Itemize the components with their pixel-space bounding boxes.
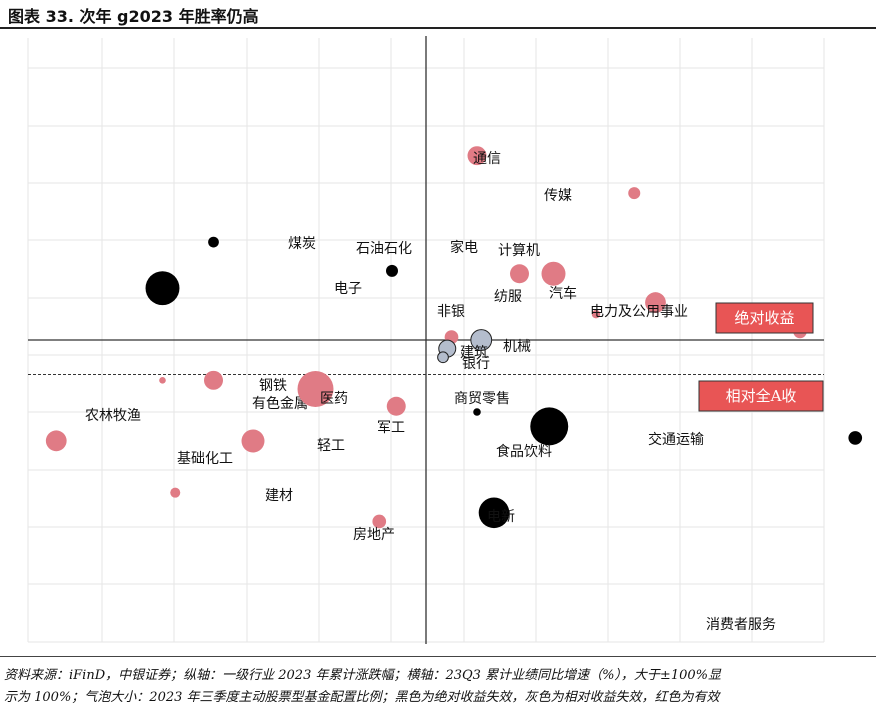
point-label: 商贸零售 xyxy=(454,391,510,407)
point-label: 汽车 xyxy=(549,285,577,302)
point-汽车 xyxy=(645,292,666,313)
point-军工 xyxy=(386,396,406,416)
point-label: 房地产 xyxy=(353,527,395,543)
point-家电 xyxy=(510,264,529,284)
point-轻工 xyxy=(45,430,67,452)
point-电子 xyxy=(145,271,180,306)
point-label: 基础化工 xyxy=(177,450,233,467)
point-医药 xyxy=(297,370,334,407)
point-label: 石油石化 xyxy=(356,241,412,257)
chart-title: 图表 33. 次年 g2023 年胜率仍高 xyxy=(8,7,259,26)
point-label: 建筑 xyxy=(460,345,488,361)
point-label: 煤炭 xyxy=(288,236,316,252)
scatter-chart: 通信传媒煤炭 石油石化 家电 计算机电子纺服 汽车电力及公用事业 非银建筑 机械银行钢铁有色… xyxy=(27,36,863,644)
point-label: 计算机 xyxy=(498,243,540,259)
point-label: 军工 xyxy=(377,420,405,436)
point-通信 xyxy=(467,146,487,166)
point-label: 消费者服务 xyxy=(706,617,776,633)
point-计算机 xyxy=(541,261,566,286)
point-label: 农林牧渔 xyxy=(85,408,141,424)
point-label: 钢铁 xyxy=(259,378,287,394)
point-label: 电子 xyxy=(334,281,362,297)
footnote-line-1: 资料来源：iFinD，中银证券；纵轴：一级行业 2023 年累计涨跌幅；横轴：2… xyxy=(4,668,721,683)
point-钢铁 xyxy=(159,377,166,384)
point-label: 食品饮料 xyxy=(496,443,552,460)
point-银行 xyxy=(437,351,449,364)
point-石油石化 xyxy=(386,264,398,277)
point-label: 传媒 xyxy=(544,188,572,204)
footnote-line-2: 示为 100%；气泡大小：2023 年三季度主动股票型基金配置比例；黑色为绝对收… xyxy=(4,690,720,705)
point-纺服 xyxy=(591,309,601,319)
point-建材 xyxy=(170,487,181,498)
point-电新 xyxy=(478,497,510,529)
point-label: 建材 xyxy=(265,488,293,504)
legend-absolute-return-label: 绝对收益 xyxy=(734,309,794,327)
point-label: 银行 xyxy=(462,356,490,372)
legend-relative-all-a-box xyxy=(698,380,824,412)
point-房地产 xyxy=(372,514,387,529)
point-建筑 xyxy=(470,329,493,351)
point-交通运输 xyxy=(848,431,863,445)
title-divider xyxy=(0,27,876,29)
legend-absolute-return-box xyxy=(715,302,814,334)
point-label: 交通运输 xyxy=(648,431,704,448)
point-label: 轻工 xyxy=(317,438,345,454)
point-传媒 xyxy=(628,187,641,200)
point-label: 医药 xyxy=(320,391,348,407)
point-基础化工 xyxy=(241,429,265,453)
point-label: 通信 xyxy=(473,151,501,167)
point-label: 电力及公用事业 xyxy=(590,304,688,320)
point-label: 非银 xyxy=(437,304,465,320)
point-label: 家电 xyxy=(450,239,478,256)
point-煤炭 xyxy=(208,236,219,248)
point-食品饮料 xyxy=(530,407,569,446)
point-label: 电新 xyxy=(487,509,515,525)
point-商贸零售 xyxy=(473,408,481,416)
legend-relative-all-a-label: 相对全A收 xyxy=(726,387,797,405)
footer-divider xyxy=(0,656,876,657)
point-有色金属 xyxy=(204,370,223,390)
point-label: 机械 xyxy=(503,339,531,355)
point-label: 纺服 xyxy=(494,289,522,305)
point-label: 有色金属 xyxy=(252,395,308,412)
